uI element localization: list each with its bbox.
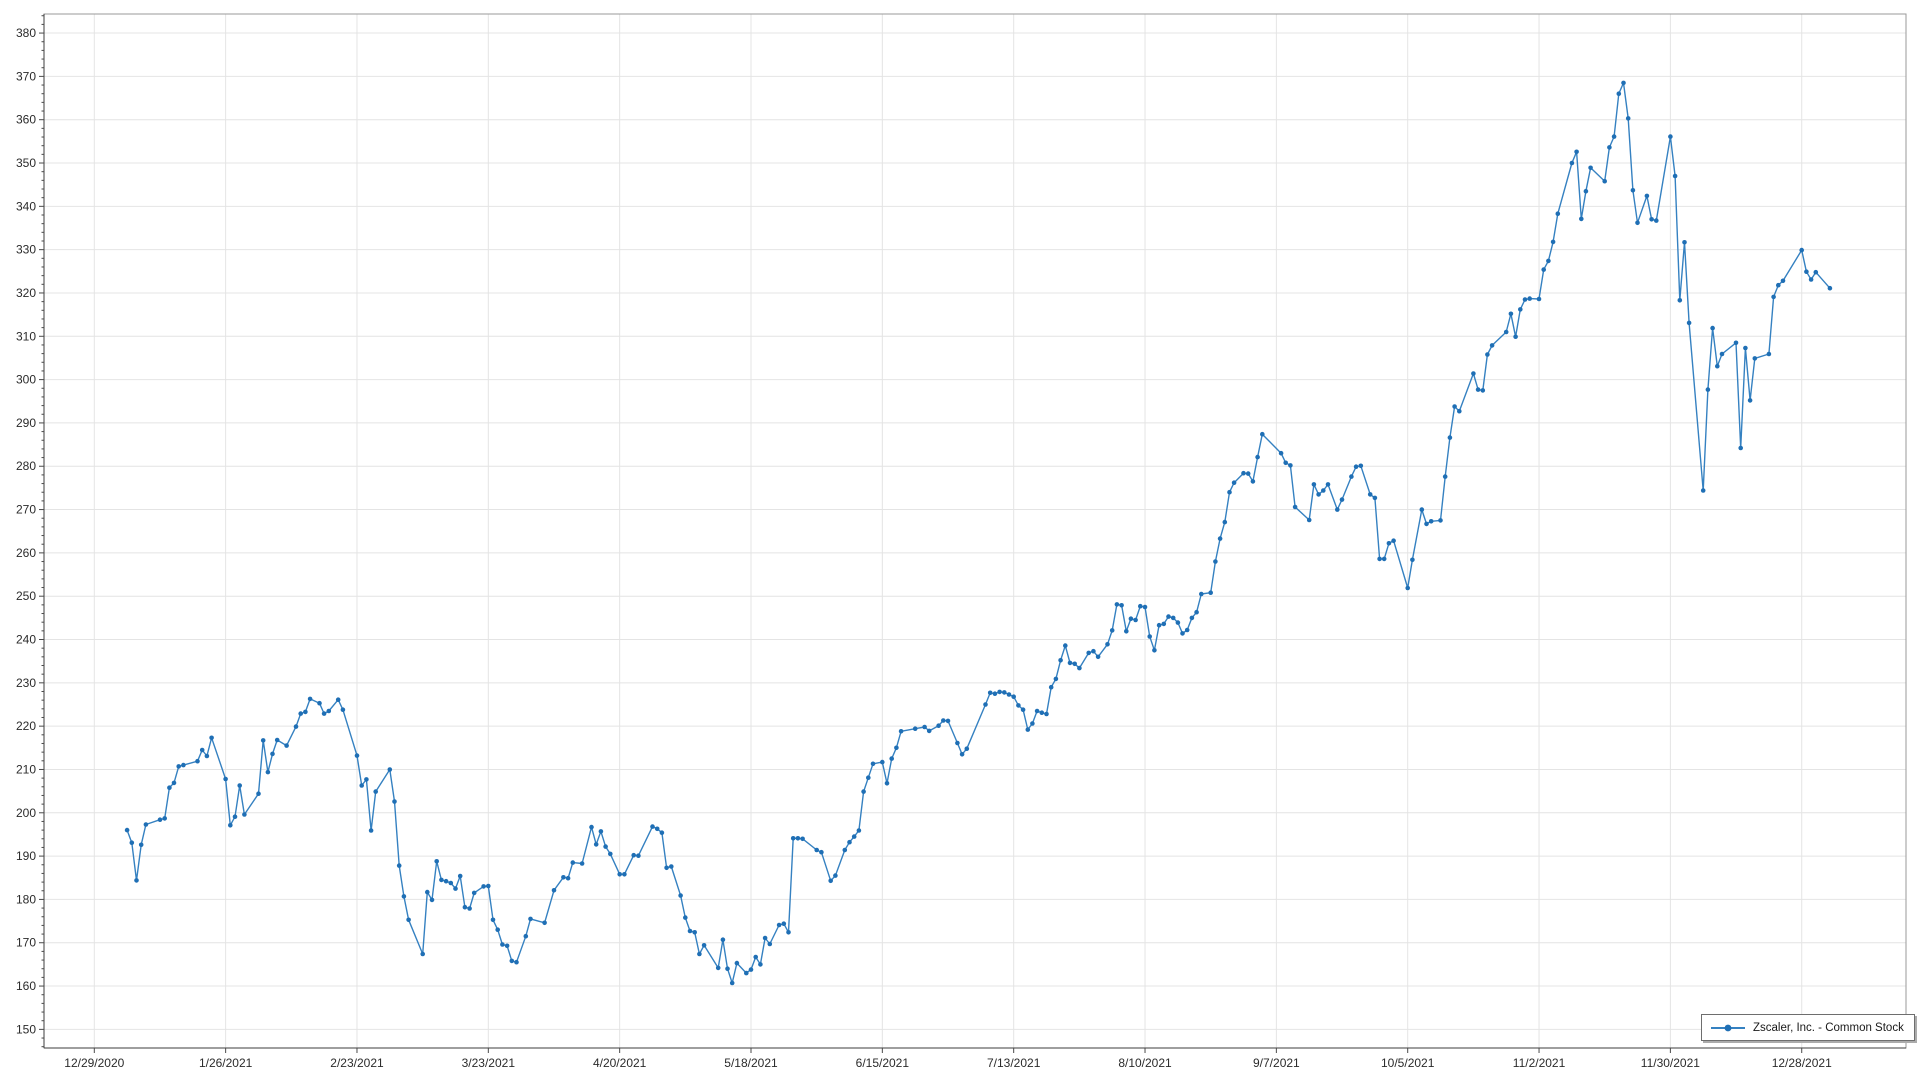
svg-text:6/15/2021: 6/15/2021 <box>856 1056 910 1070</box>
svg-text:320: 320 <box>16 286 36 300</box>
svg-text:7/13/2021: 7/13/2021 <box>987 1056 1041 1070</box>
axes <box>43 14 1906 1049</box>
y-axis: 150 160 170 180 190 200 210 220 230 240 250 260 270 2… <box>16 15 44 1048</box>
svg-text:2/23/2021: 2/23/2021 <box>330 1056 384 1070</box>
svg-text:340: 340 <box>16 199 36 213</box>
svg-text:330: 330 <box>16 243 36 257</box>
svg-text:290: 290 <box>16 416 36 430</box>
svg-text:9/7/2021: 9/7/2021 <box>1253 1056 1300 1070</box>
svg-text:3/23/2021: 3/23/2021 <box>462 1056 516 1070</box>
legend-series-marker-icon <box>1711 1024 1745 1031</box>
svg-text:10/5/2021: 10/5/2021 <box>1381 1056 1435 1070</box>
svg-text:270: 270 <box>16 503 36 517</box>
svg-text:4/20/2021: 4/20/2021 <box>593 1056 647 1070</box>
svg-text:11/30/2021: 11/30/2021 <box>1641 1056 1700 1070</box>
svg-text:12/28/2021: 12/28/2021 <box>1772 1056 1832 1070</box>
svg-text:200: 200 <box>16 806 36 820</box>
svg-text:11/2/2021: 11/2/2021 <box>1513 1056 1566 1070</box>
svg-text:160: 160 <box>16 979 36 993</box>
svg-text:8/10/2021: 8/10/2021 <box>1118 1056 1172 1070</box>
svg-text:12/29/2020: 12/29/2020 <box>64 1056 124 1070</box>
svg-text:180: 180 <box>16 892 36 906</box>
plot-border <box>43 13 1907 1049</box>
svg-text:150: 150 <box>16 1022 36 1036</box>
svg-text:220: 220 <box>16 719 36 733</box>
svg-text:230: 230 <box>16 676 36 690</box>
x-axis: 12/29/2020 1/26/2021 2/23/2021 3/23/2021 4/2… <box>64 1048 1832 1070</box>
svg-text:370: 370 <box>16 69 36 83</box>
svg-text:310: 310 <box>16 329 36 343</box>
svg-text:170: 170 <box>16 936 36 950</box>
legend-series-label: Zscaler, Inc. - Common Stock <box>1753 1021 1904 1034</box>
svg-text:250: 250 <box>16 589 36 603</box>
svg-text:380: 380 <box>16 26 36 40</box>
svg-text:190: 190 <box>16 849 36 863</box>
data-points <box>124 80 1833 986</box>
svg-text:300: 300 <box>16 373 36 387</box>
legend[interactable]: Zscaler, Inc. - Common Stock <box>1701 1014 1915 1041</box>
svg-text:260: 260 <box>16 546 36 560</box>
svg-text:5/18/2021: 5/18/2021 <box>724 1056 778 1070</box>
gridlines <box>44 14 1906 1048</box>
price-line <box>126 82 1831 984</box>
svg-text:210: 210 <box>16 762 36 776</box>
svg-text:360: 360 <box>16 113 36 127</box>
svg-text:280: 280 <box>16 459 36 473</box>
svg-text:350: 350 <box>16 156 36 170</box>
svg-text:240: 240 <box>16 633 36 647</box>
svg-text:1/26/2021: 1/26/2021 <box>199 1056 253 1070</box>
